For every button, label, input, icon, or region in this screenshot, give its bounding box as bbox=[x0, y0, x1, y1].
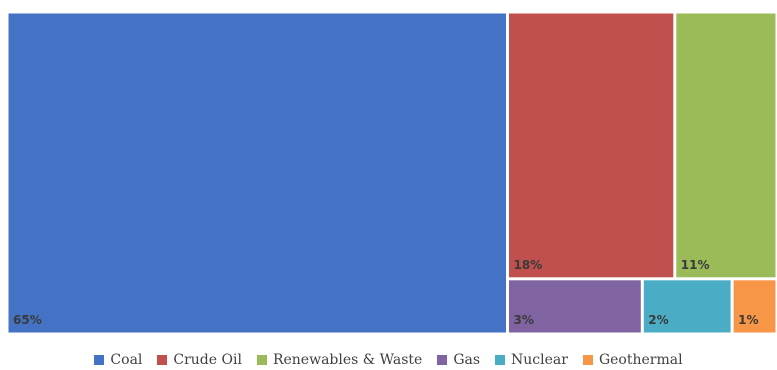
legend-label-nuclear: Nuclear bbox=[511, 352, 568, 368]
legend-label-geothermal: Geothermal bbox=[598, 352, 683, 368]
legend-label-coal: Coal bbox=[110, 352, 143, 368]
legend-swatch-renewables-waste bbox=[256, 355, 267, 365]
legend-label-gas: Gas bbox=[453, 352, 481, 368]
legend-item-gas: Gas bbox=[437, 352, 480, 368]
legend-swatch-gas bbox=[437, 355, 448, 365]
tile-geothermal bbox=[733, 280, 776, 333]
tile-crude-oil bbox=[509, 13, 674, 278]
tile-label-renewables-waste: 11% bbox=[681, 258, 710, 272]
tile-label-crude-oil: 18% bbox=[514, 258, 543, 272]
legend-swatch-geothermal bbox=[582, 355, 593, 365]
legend-item-renewables-waste: Renewables & Waste bbox=[256, 352, 423, 368]
tile-gas bbox=[509, 280, 641, 333]
treemap-plot: 65% 18% 11% 3% 2% 1% bbox=[8, 13, 776, 333]
legend-swatch-crude-oil bbox=[157, 355, 168, 365]
tile-label-nuclear: 2% bbox=[648, 313, 668, 327]
legend-item-nuclear: Nuclear bbox=[495, 352, 568, 368]
tile-label-coal: 65% bbox=[13, 313, 42, 327]
legend-item-coal: Coal bbox=[94, 352, 142, 368]
legend-label-renewables-waste: Renewables & Waste bbox=[272, 352, 423, 368]
legend-swatch-coal bbox=[94, 355, 105, 365]
tile-label-gas: 3% bbox=[514, 313, 534, 327]
legend-item-crude-oil: Crude Oil bbox=[157, 352, 242, 368]
tile-coal bbox=[8, 13, 506, 333]
tile-renewables-waste bbox=[676, 13, 776, 278]
tile-label-geothermal: 1% bbox=[738, 313, 758, 327]
legend-swatch-nuclear bbox=[495, 355, 506, 365]
legend-item-geothermal: Geothermal bbox=[582, 352, 683, 368]
tile-nuclear bbox=[643, 280, 731, 333]
legend-label-crude-oil: Crude Oil bbox=[173, 352, 242, 368]
legend: Coal Crude Oil Renewables & Waste Gas Nuclea… bbox=[0, 352, 777, 368]
